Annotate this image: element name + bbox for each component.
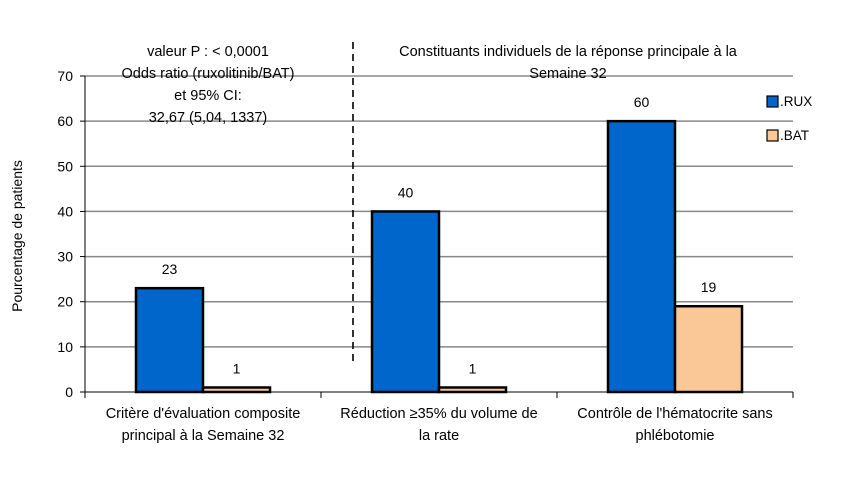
y-tick-label: 60 (57, 113, 73, 129)
stats-annotation-line: Odds ratio (ruxolitinib/BAT) (122, 66, 295, 82)
y-tick-label: 10 (57, 339, 73, 355)
y-tick-label: 0 (65, 384, 73, 400)
y-tick-label: 40 (57, 203, 73, 219)
stats-annotation-line: valeur P : < 0,0001 (147, 44, 269, 60)
legend: .RUX .BAT (766, 94, 812, 143)
bar-bat (673, 304, 744, 394)
bars: 23 40 60 1 1 19 (134, 94, 744, 394)
data-label: 60 (634, 94, 650, 110)
bar-rux (606, 119, 677, 394)
bar-rux (134, 286, 205, 394)
data-label: 40 (398, 184, 414, 200)
category-label: Critère d'évaluation composite (106, 406, 301, 422)
y-axis: 0 10 20 30 40 50 60 70 (57, 68, 86, 400)
y-tick-label: 70 (57, 68, 73, 84)
y-axis-label: Pourcentage de patients (9, 160, 25, 312)
legend-label: .RUX (780, 94, 812, 109)
components-header-line: Constituants individuels de la réponse p… (399, 44, 738, 60)
category-label: phlébotomie (636, 428, 715, 444)
bar-rux (370, 210, 441, 394)
legend-label: .BAT (780, 128, 809, 143)
category-label: Contrôle de l'hématocrite sans (577, 406, 772, 422)
bar-bat (201, 386, 272, 394)
category-label: principal à la Semaine 32 (122, 428, 285, 444)
stats-annotation-line: 32,67 (5,04, 1337) (149, 110, 268, 126)
data-label: 19 (701, 279, 717, 295)
legend-swatch (766, 129, 779, 142)
category-label: Réduction ≥35% du volume de (340, 406, 537, 422)
legend-swatch (766, 95, 779, 108)
data-label: 23 (162, 261, 178, 277)
y-tick-label: 50 (57, 158, 73, 174)
y-tick-label: 30 (57, 249, 73, 265)
data-label: 1 (469, 360, 477, 376)
x-axis: Critère d'évaluation composite principal … (84, 391, 794, 444)
stats-annotation-line: et 95% CI: (174, 88, 242, 104)
y-tick-label: 20 (57, 294, 73, 310)
components-header-line: Semaine 32 (529, 66, 606, 82)
annotations: valeur P : < 0,0001 Odds ratio (ruxolitin… (122, 42, 738, 364)
category-label: la rate (419, 428, 459, 444)
bar-bat (437, 386, 508, 394)
data-label: 1 (233, 360, 241, 376)
